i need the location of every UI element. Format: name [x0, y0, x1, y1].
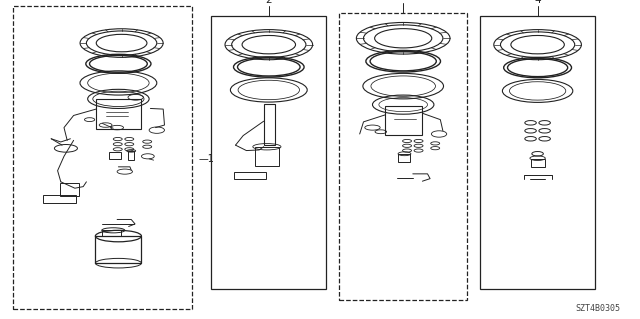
Bar	[531, 159, 545, 167]
Bar	[385, 106, 422, 135]
Bar	[211, 16, 326, 289]
Bar	[95, 236, 141, 263]
Bar	[60, 183, 79, 196]
Text: 2: 2	[266, 0, 272, 5]
Bar	[255, 147, 279, 166]
Bar	[234, 172, 266, 179]
Bar	[264, 104, 275, 145]
Bar	[96, 99, 141, 129]
Bar	[339, 13, 467, 300]
Bar	[43, 195, 76, 203]
Bar	[109, 152, 121, 159]
Bar	[480, 16, 595, 289]
Bar	[102, 230, 121, 236]
Text: SZT4B0305: SZT4B0305	[576, 304, 621, 313]
Text: 4: 4	[534, 0, 541, 5]
Bar	[128, 151, 134, 160]
Bar	[13, 6, 192, 309]
Text: 3: 3	[400, 0, 406, 2]
Text: —1: —1	[198, 154, 214, 165]
Bar	[398, 154, 410, 162]
